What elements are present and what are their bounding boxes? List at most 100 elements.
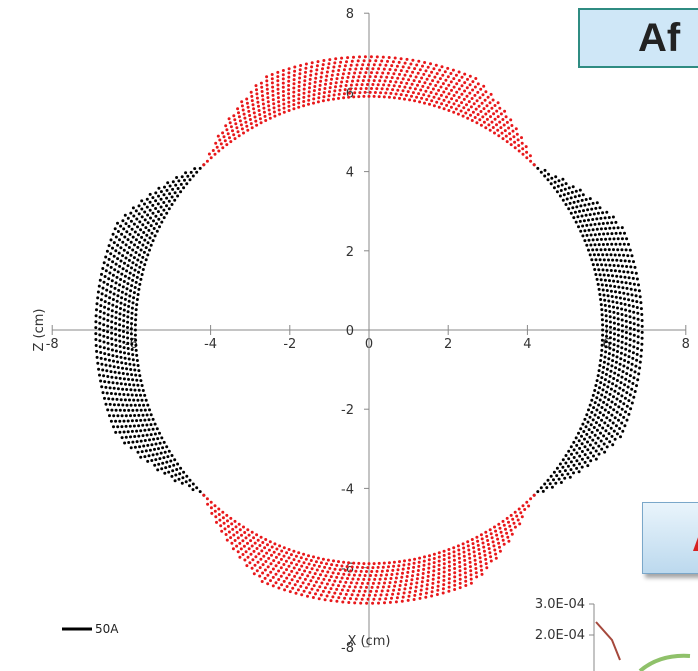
data-point [399, 579, 403, 583]
data-point [378, 79, 382, 83]
data-point [603, 303, 607, 307]
data-point [154, 458, 158, 462]
data-point [153, 234, 157, 238]
data-point [322, 577, 326, 581]
data-point [269, 562, 273, 566]
data-point [447, 552, 451, 556]
data-point [593, 233, 597, 237]
data-point [379, 573, 383, 577]
data-point [624, 325, 628, 329]
data-point [295, 571, 299, 575]
data-point [619, 302, 623, 305]
data-point [620, 313, 624, 316]
data-point [505, 531, 509, 535]
data-point [434, 84, 438, 87]
data-point [420, 584, 424, 588]
data-point [495, 533, 499, 537]
data-point [627, 303, 631, 307]
data-point [100, 362, 104, 366]
data-point [123, 297, 127, 301]
data-point [484, 90, 488, 94]
data-point [108, 402, 112, 406]
data-point [226, 524, 230, 528]
data-point [328, 58, 332, 62]
data-point [404, 93, 408, 97]
data-point [310, 567, 314, 571]
data-point [477, 548, 481, 551]
data-point [213, 152, 217, 156]
data-point [633, 370, 637, 374]
data-point [569, 196, 573, 200]
x-tick-label-0: -8 [46, 337, 59, 352]
data-point [264, 538, 268, 541]
data-point [363, 574, 367, 577]
data-point [140, 207, 144, 211]
data-point [388, 68, 392, 71]
data-point [566, 192, 570, 195]
data-point [572, 456, 576, 459]
data-point [479, 533, 483, 537]
data-point [625, 286, 629, 290]
data-point [340, 56, 344, 60]
data-point [488, 528, 492, 532]
data-point [309, 73, 313, 77]
data-point [243, 116, 247, 120]
data-point [618, 386, 622, 390]
data-point [610, 364, 614, 368]
data-point [626, 366, 630, 370]
data-point [408, 590, 412, 594]
data-point [356, 79, 360, 83]
data-point [366, 566, 370, 570]
data-point [108, 364, 112, 368]
data-point [292, 107, 296, 111]
data-point [605, 390, 608, 394]
data-point [130, 284, 134, 288]
data-point [564, 203, 568, 206]
data-point [182, 186, 186, 190]
data-point [359, 569, 363, 573]
data-point [363, 75, 367, 79]
data-point [247, 109, 251, 113]
data-point [116, 243, 120, 247]
data-point [114, 281, 118, 285]
data-point [572, 440, 576, 444]
data-point [255, 547, 259, 550]
data-point [476, 90, 480, 94]
data-point [318, 585, 322, 589]
data-point [321, 99, 325, 103]
data-point [462, 546, 466, 550]
data-point [614, 295, 618, 299]
data-point [281, 85, 285, 89]
data-point [347, 573, 351, 577]
data-point [165, 188, 169, 192]
data-point [460, 75, 464, 79]
data-point [345, 60, 348, 64]
data-point [525, 156, 529, 160]
data-point [624, 314, 628, 318]
data-point [457, 104, 461, 108]
data-point [222, 521, 226, 525]
data-point [424, 89, 428, 93]
data-point [383, 79, 387, 83]
data-point [615, 410, 619, 414]
data-point [128, 362, 132, 366]
data-point [604, 319, 608, 323]
data-point [442, 558, 446, 561]
data-point [111, 246, 114, 250]
data-point [409, 74, 413, 78]
data-point [582, 219, 586, 223]
data-point [333, 89, 337, 93]
data-point [129, 403, 133, 407]
data-point [627, 276, 631, 280]
data-point [137, 434, 141, 438]
data-point [118, 408, 122, 412]
data-point [596, 374, 600, 378]
data-point [282, 546, 286, 550]
data-point [612, 248, 615, 252]
data-point [408, 86, 412, 90]
data-point [107, 380, 111, 384]
data-point [523, 508, 527, 511]
data-point [151, 417, 155, 421]
data-point [148, 248, 151, 252]
